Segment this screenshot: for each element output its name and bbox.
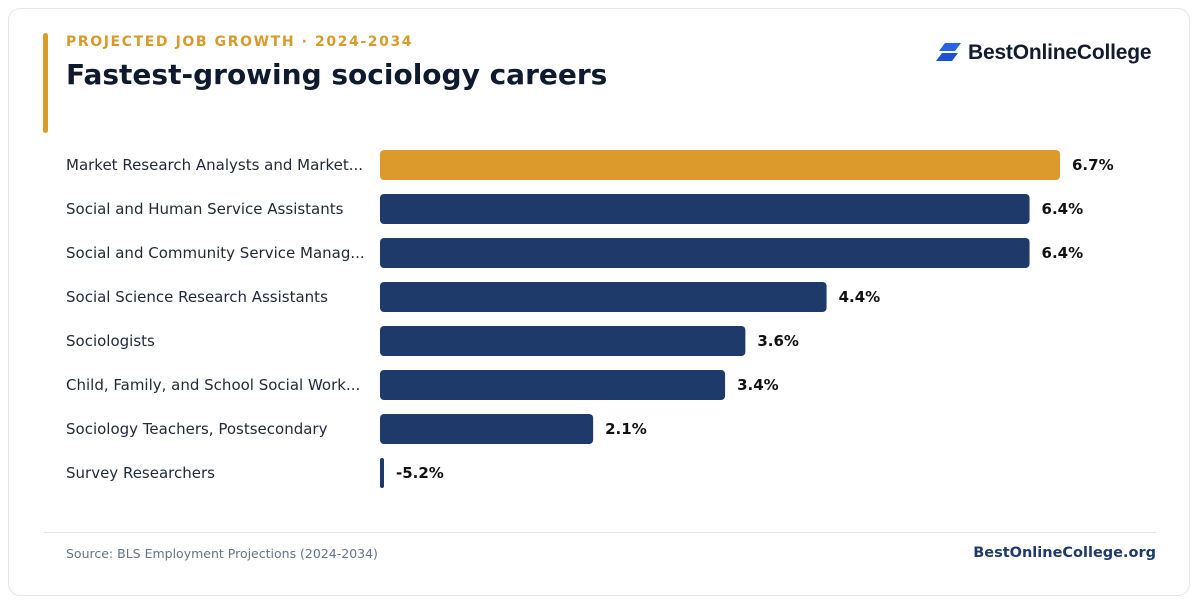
site-link[interactable]: BestOnlineCollege.org	[973, 545, 1156, 561]
stacked-parallelograms-logo-icon	[936, 43, 961, 61]
category-label: Survey Researchers	[66, 464, 215, 482]
value-label: 3.6%	[757, 332, 799, 350]
category-label: Social and Community Service Manag...	[66, 244, 365, 262]
footer-divider	[44, 532, 1156, 533]
category-label: Social Science Research Assistants	[66, 288, 328, 306]
value-label: -5.2%	[396, 464, 444, 482]
category-label: Sociologists	[66, 332, 155, 350]
value-label: 3.4%	[737, 376, 779, 394]
category-label: Sociology Teachers, Postsecondary	[66, 420, 328, 438]
brand-name: BestOnlineCollege	[968, 41, 1152, 64]
value-label: 6.4%	[1042, 244, 1084, 262]
bar	[380, 326, 746, 356]
chart-eyebrow: PROJECTED JOB GROWTH · 2024-2034	[66, 34, 414, 50]
bar	[380, 194, 1030, 224]
category-label: Social and Human Service Assistants	[66, 200, 344, 218]
bar	[380, 414, 594, 444]
category-label: Market Research Analysts and Market...	[66, 156, 363, 174]
chart-title: Fastest-growing sociology careers	[66, 58, 608, 91]
brand-logo[interactable]: BestOnlineCollege	[936, 40, 1152, 66]
source-note: Source: BLS Employment Projections (2024…	[66, 546, 378, 561]
value-label: 2.1%	[605, 420, 647, 438]
bar	[380, 238, 1030, 268]
bar	[380, 282, 827, 312]
bar	[380, 458, 384, 488]
bar	[380, 370, 726, 400]
title-accent-bar	[43, 33, 48, 133]
category-label: Child, Family, and School Social Work...	[66, 376, 360, 394]
value-label: 6.4%	[1042, 200, 1084, 218]
value-label: 4.4%	[839, 288, 881, 306]
value-label: 6.7%	[1072, 156, 1114, 174]
bar	[380, 150, 1060, 180]
